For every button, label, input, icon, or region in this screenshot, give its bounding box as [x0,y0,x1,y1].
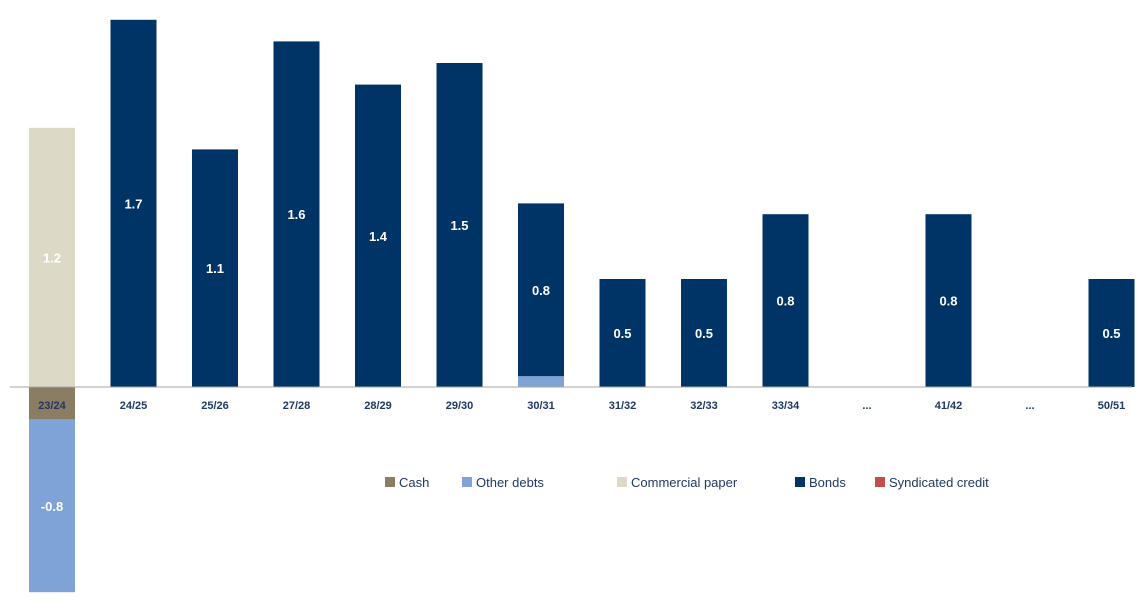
x-tick-label-3: 27/28 [283,400,311,412]
x-tick-label-7: 31/32 [609,400,637,412]
legend-item-bonds: Bonds [795,475,846,490]
x-tick-label-4: 28/29 [364,400,392,412]
bar-bonds-27-28-3 [273,41,320,388]
data-label-29-30-bonds: 1.5 [450,218,468,233]
x-tick-label-6: 30/31 [527,400,555,412]
legend-label-other-debts: Other debts [476,475,544,490]
x-tick-label-1: 24/25 [120,400,148,412]
x-tick-labels: 23/24 24/25 25/26 27/28 28/29 29/30 30/31 31/32… [38,400,1125,412]
legend-label-commercial-paper: Commercial paper [631,475,738,490]
bar-cash-23-24-0 [29,387,75,420]
legend-item-other-debts: Other debts [462,475,544,490]
data-label-50-51-bonds: 0.5 [1102,326,1120,341]
data-label-30-31-bonds: 0.8 [532,283,550,298]
x-tick-label-10: ... [862,400,871,412]
legend-swatch-commercial-paper [617,477,627,487]
legend-swatch-syndicated-credit [875,477,885,487]
bar-bonds-28-29-4 [355,84,401,387]
data-label-23-24-other-debts: -0.8 [41,499,63,514]
bar-bonds-50-51-13 [1088,279,1135,387]
legend-swatch-bonds [795,477,805,487]
bar-other-debts-30-31-6 [518,376,564,387]
data-label-32-33-bonds: 0.5 [695,326,713,341]
data-label-24-25-bonds: 1.7 [124,196,142,211]
bar-bonds-24-25-1 [110,19,157,388]
bar-bonds-33-34-9 [762,214,809,387]
bar-bonds-31-32-7 [599,279,646,387]
x-tick-label-11: 41/42 [935,400,963,412]
bar-bonds-29-30-5 [436,63,483,387]
data-label-41-42-bonds: 0.8 [939,294,957,309]
bar-commercial-paper-23-24-0 [29,127,75,388]
legend-item-commercial-paper: Commercial paper [617,475,738,490]
legend-item-cash: Cash [385,475,429,490]
bar-bonds-25-26-2 [192,149,238,387]
bar-other-debts-23-24-0 [29,419,75,593]
data-label-33-34-bonds: 0.8 [776,294,794,309]
data-label-25-26-bonds: 1.1 [206,261,224,276]
data-label-23-24-commercial-paper: 1.2 [43,250,61,265]
legend-item-syndicated-credit: Syndicated credit [875,475,989,490]
legend-label-bonds: Bonds [809,475,846,490]
bars-layer [29,19,1135,593]
legend-label-cash: Cash [399,475,429,490]
bar-bonds-32-33-8 [681,279,727,387]
legend-swatch-cash [385,477,395,487]
x-tick-label-5: 29/30 [446,400,474,412]
legend: Cash Other debts Commercial paper Bonds Synd… [385,475,989,490]
x-tick-label-9: 33/34 [772,400,800,412]
x-tick-label-12: ... [1025,400,1034,412]
legend-label-syndicated-credit: Syndicated credit [889,475,989,490]
x-tick-label-8: 32/33 [690,400,718,412]
data-labels: 1.2 -0.8 1.7 1.1 1.6 1.4 1.5 0.8 0.5 0.5 0.8 0.8 0.5 [41,196,1121,513]
x-tick-label-13: 50/51 [1098,400,1126,412]
x-tick-label-2: 25/26 [201,400,229,412]
legend-swatch-other-debts [462,477,472,487]
data-label-27-28-bonds: 1.6 [287,207,305,222]
bar-bonds-41-42-11 [925,214,972,387]
data-label-31-32-bonds: 0.5 [613,326,631,341]
bar-bonds-30-31-6 [518,203,564,377]
data-label-28-29-bonds: 1.4 [369,229,388,244]
x-tick-label-0: 23/24 [38,400,66,412]
